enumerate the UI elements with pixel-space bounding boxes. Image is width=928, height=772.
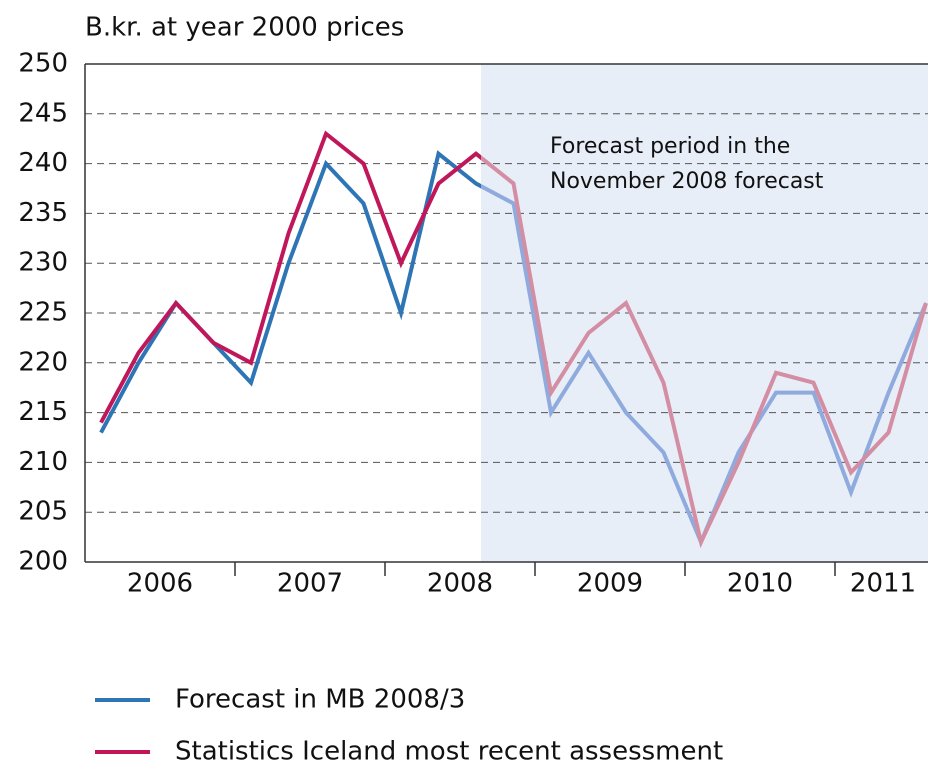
annotation: November 2008 forecast [550,169,824,194]
x-tick-label: 2009 [577,569,643,599]
y-tick-label: 230 [18,248,68,278]
legend-label: Statistics Iceland most recent assessmen… [175,737,723,767]
y-tick-label: 205 [18,497,68,527]
x-tick-label: 2007 [277,569,343,599]
x-tick-label: 2006 [127,569,193,599]
chart-title: B.kr. at year 2000 prices [85,13,404,43]
x-tick-label: 2011 [850,569,916,599]
series-line [99,130,928,549]
y-tick-label: 225 [18,298,68,328]
y-tick-label: 240 [18,148,68,178]
y-tick-label: 220 [18,347,68,377]
y-tick-label: 210 [18,447,68,477]
series-line [99,150,928,548]
x-tick-label: 2008 [427,569,493,599]
y-tick-label: 200 [18,547,68,577]
legend-label: Forecast in MB 2008/3 [175,685,465,715]
y-tick-label: 245 [18,98,68,128]
x-tick-label: 2010 [727,569,793,599]
y-tick-label: 250 [18,49,68,79]
y-tick-label: 215 [18,397,68,427]
annotation: Forecast period in the [550,134,790,159]
y-tick-label: 235 [18,198,68,228]
